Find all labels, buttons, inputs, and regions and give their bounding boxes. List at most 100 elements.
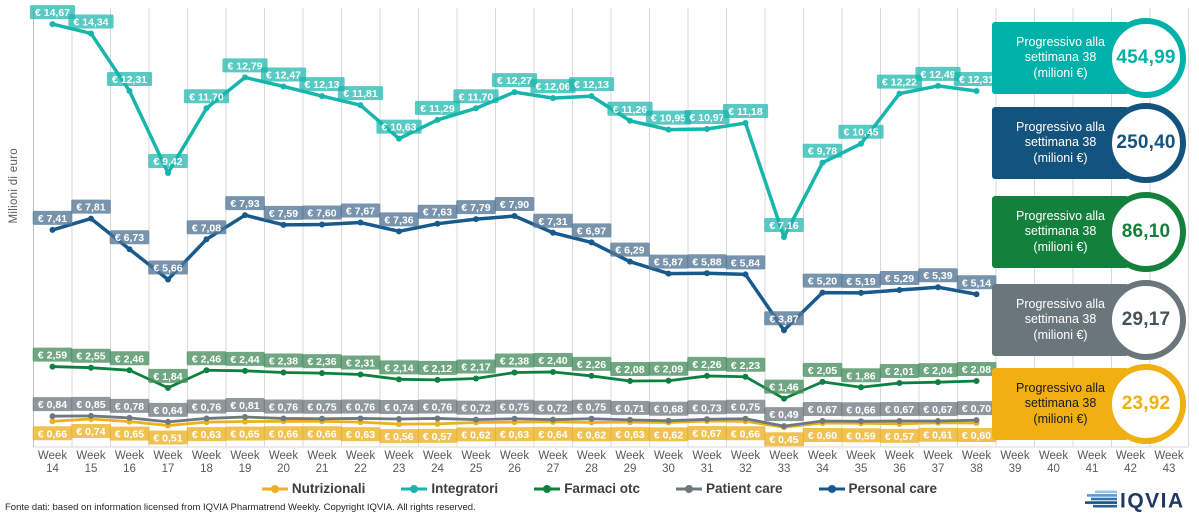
data-label: € 11,70 xyxy=(459,91,494,103)
data-point xyxy=(203,236,210,243)
data-label: € 3,87 xyxy=(769,313,798,325)
data-label-box xyxy=(417,399,458,414)
data-label: € 2,01 xyxy=(885,366,914,378)
data-point xyxy=(550,229,556,236)
data-label-box xyxy=(456,359,496,374)
data-label: € 2,23 xyxy=(731,360,760,372)
data-point xyxy=(858,384,864,391)
x-tick-label: Week xyxy=(769,450,798,462)
data-point xyxy=(165,418,171,425)
x-tick-label: 15 xyxy=(85,463,98,475)
data-point xyxy=(935,379,941,386)
data-label-box xyxy=(71,396,111,411)
data-label: € 6,29 xyxy=(615,245,644,257)
data-label: € 0,63 xyxy=(500,429,529,441)
data-label: € 14,67 xyxy=(35,7,70,19)
x-tick-label: Week xyxy=(923,450,952,462)
progress-badge: Progressivo alla settimana 38 (milioni €… xyxy=(992,361,1192,447)
data-label-box xyxy=(764,379,804,394)
data-label: € 12,13 xyxy=(304,79,339,91)
data-label-box xyxy=(417,360,458,375)
data-label: € 0,75 xyxy=(577,402,606,414)
data-label-box xyxy=(879,428,920,443)
x-tick-label: 31 xyxy=(701,463,714,475)
x-tick-label: 27 xyxy=(547,463,560,475)
legend-item-nutrizionali: Nutrizionali xyxy=(261,481,365,496)
data-label: € 2,40 xyxy=(538,355,567,367)
data-label: € 0,81 xyxy=(230,400,259,412)
data-label-box xyxy=(494,427,535,442)
x-tick-label: 36 xyxy=(893,463,906,475)
data-label: € 0,64 xyxy=(153,405,182,417)
data-point xyxy=(819,289,826,296)
legend-marker-icon xyxy=(534,484,561,493)
data-label: € 0,75 xyxy=(307,402,336,414)
data-label-box xyxy=(379,212,419,227)
data-point xyxy=(280,415,287,422)
data-point xyxy=(396,421,402,428)
iqvia-logo-bars-icon xyxy=(1085,490,1117,508)
data-label: € 0,67 xyxy=(923,404,952,416)
data-label: € 7,90 xyxy=(500,199,529,211)
data-label-box xyxy=(186,351,227,366)
progress-badge: Progressivo alla settimana 38 (milioni €… xyxy=(992,15,1192,101)
data-point xyxy=(49,418,56,425)
x-tick-label: Week xyxy=(38,450,67,462)
data-label-box xyxy=(953,72,1000,87)
x-tick-label: 23 xyxy=(393,463,406,475)
data-label-box xyxy=(186,399,227,414)
data-point xyxy=(742,271,749,278)
data-label-box xyxy=(571,427,612,442)
data-label-box xyxy=(379,360,419,375)
data-label-box xyxy=(494,197,535,212)
x-tick-label: 21 xyxy=(316,463,329,475)
data-label: € 7,31 xyxy=(538,216,567,228)
data-label-box xyxy=(32,347,73,362)
data-label: € 2,08 xyxy=(962,364,991,376)
x-tick-label: 24 xyxy=(431,463,444,475)
data-label-box xyxy=(879,364,920,379)
data-label-box xyxy=(302,205,342,220)
data-label: € 5,88 xyxy=(692,256,721,268)
x-tick-label: Week xyxy=(1154,450,1183,462)
data-label: € 5,19 xyxy=(846,276,875,288)
x-tick-label: 17 xyxy=(162,463,175,475)
data-label-box xyxy=(456,400,496,415)
data-label-box xyxy=(687,254,727,269)
data-label: € 11,70 xyxy=(189,91,224,103)
data-label: € 1,84 xyxy=(153,371,182,383)
data-point xyxy=(550,95,556,102)
data-label-box xyxy=(340,355,381,370)
data-point xyxy=(357,219,364,226)
data-point xyxy=(550,416,556,423)
x-tick-label: 41 xyxy=(1086,463,1099,475)
x-tick-label: 35 xyxy=(855,463,868,475)
data-label-box xyxy=(263,426,304,441)
data-point xyxy=(319,221,325,228)
data-label-box xyxy=(956,275,997,290)
data-label-box xyxy=(802,273,843,288)
legend-marker-icon xyxy=(818,484,845,493)
data-label: € 0,66 xyxy=(38,428,67,440)
data-point xyxy=(511,213,518,220)
data-label: € 2,38 xyxy=(500,356,529,368)
data-label: € 2,38 xyxy=(269,356,298,368)
data-point xyxy=(627,416,633,423)
data-point xyxy=(88,215,94,222)
data-label-box xyxy=(610,400,650,415)
x-tick-label: 39 xyxy=(1009,463,1022,475)
data-point xyxy=(935,284,941,291)
data-label: € 12,31 xyxy=(112,74,147,86)
data-label-box xyxy=(225,426,265,441)
data-label: € 5,39 xyxy=(923,270,952,282)
data-label-box xyxy=(802,143,843,158)
data-label: € 0,63 xyxy=(192,429,221,441)
data-label: € 0,62 xyxy=(577,429,606,441)
data-point xyxy=(665,417,672,424)
data-label: € 7,59 xyxy=(269,208,298,220)
x-tick-label: Week xyxy=(153,450,182,462)
data-label-box xyxy=(109,230,150,245)
data-label: € 0,61 xyxy=(923,430,952,442)
data-label: € 5,66 xyxy=(153,263,182,275)
data-point xyxy=(819,378,826,385)
